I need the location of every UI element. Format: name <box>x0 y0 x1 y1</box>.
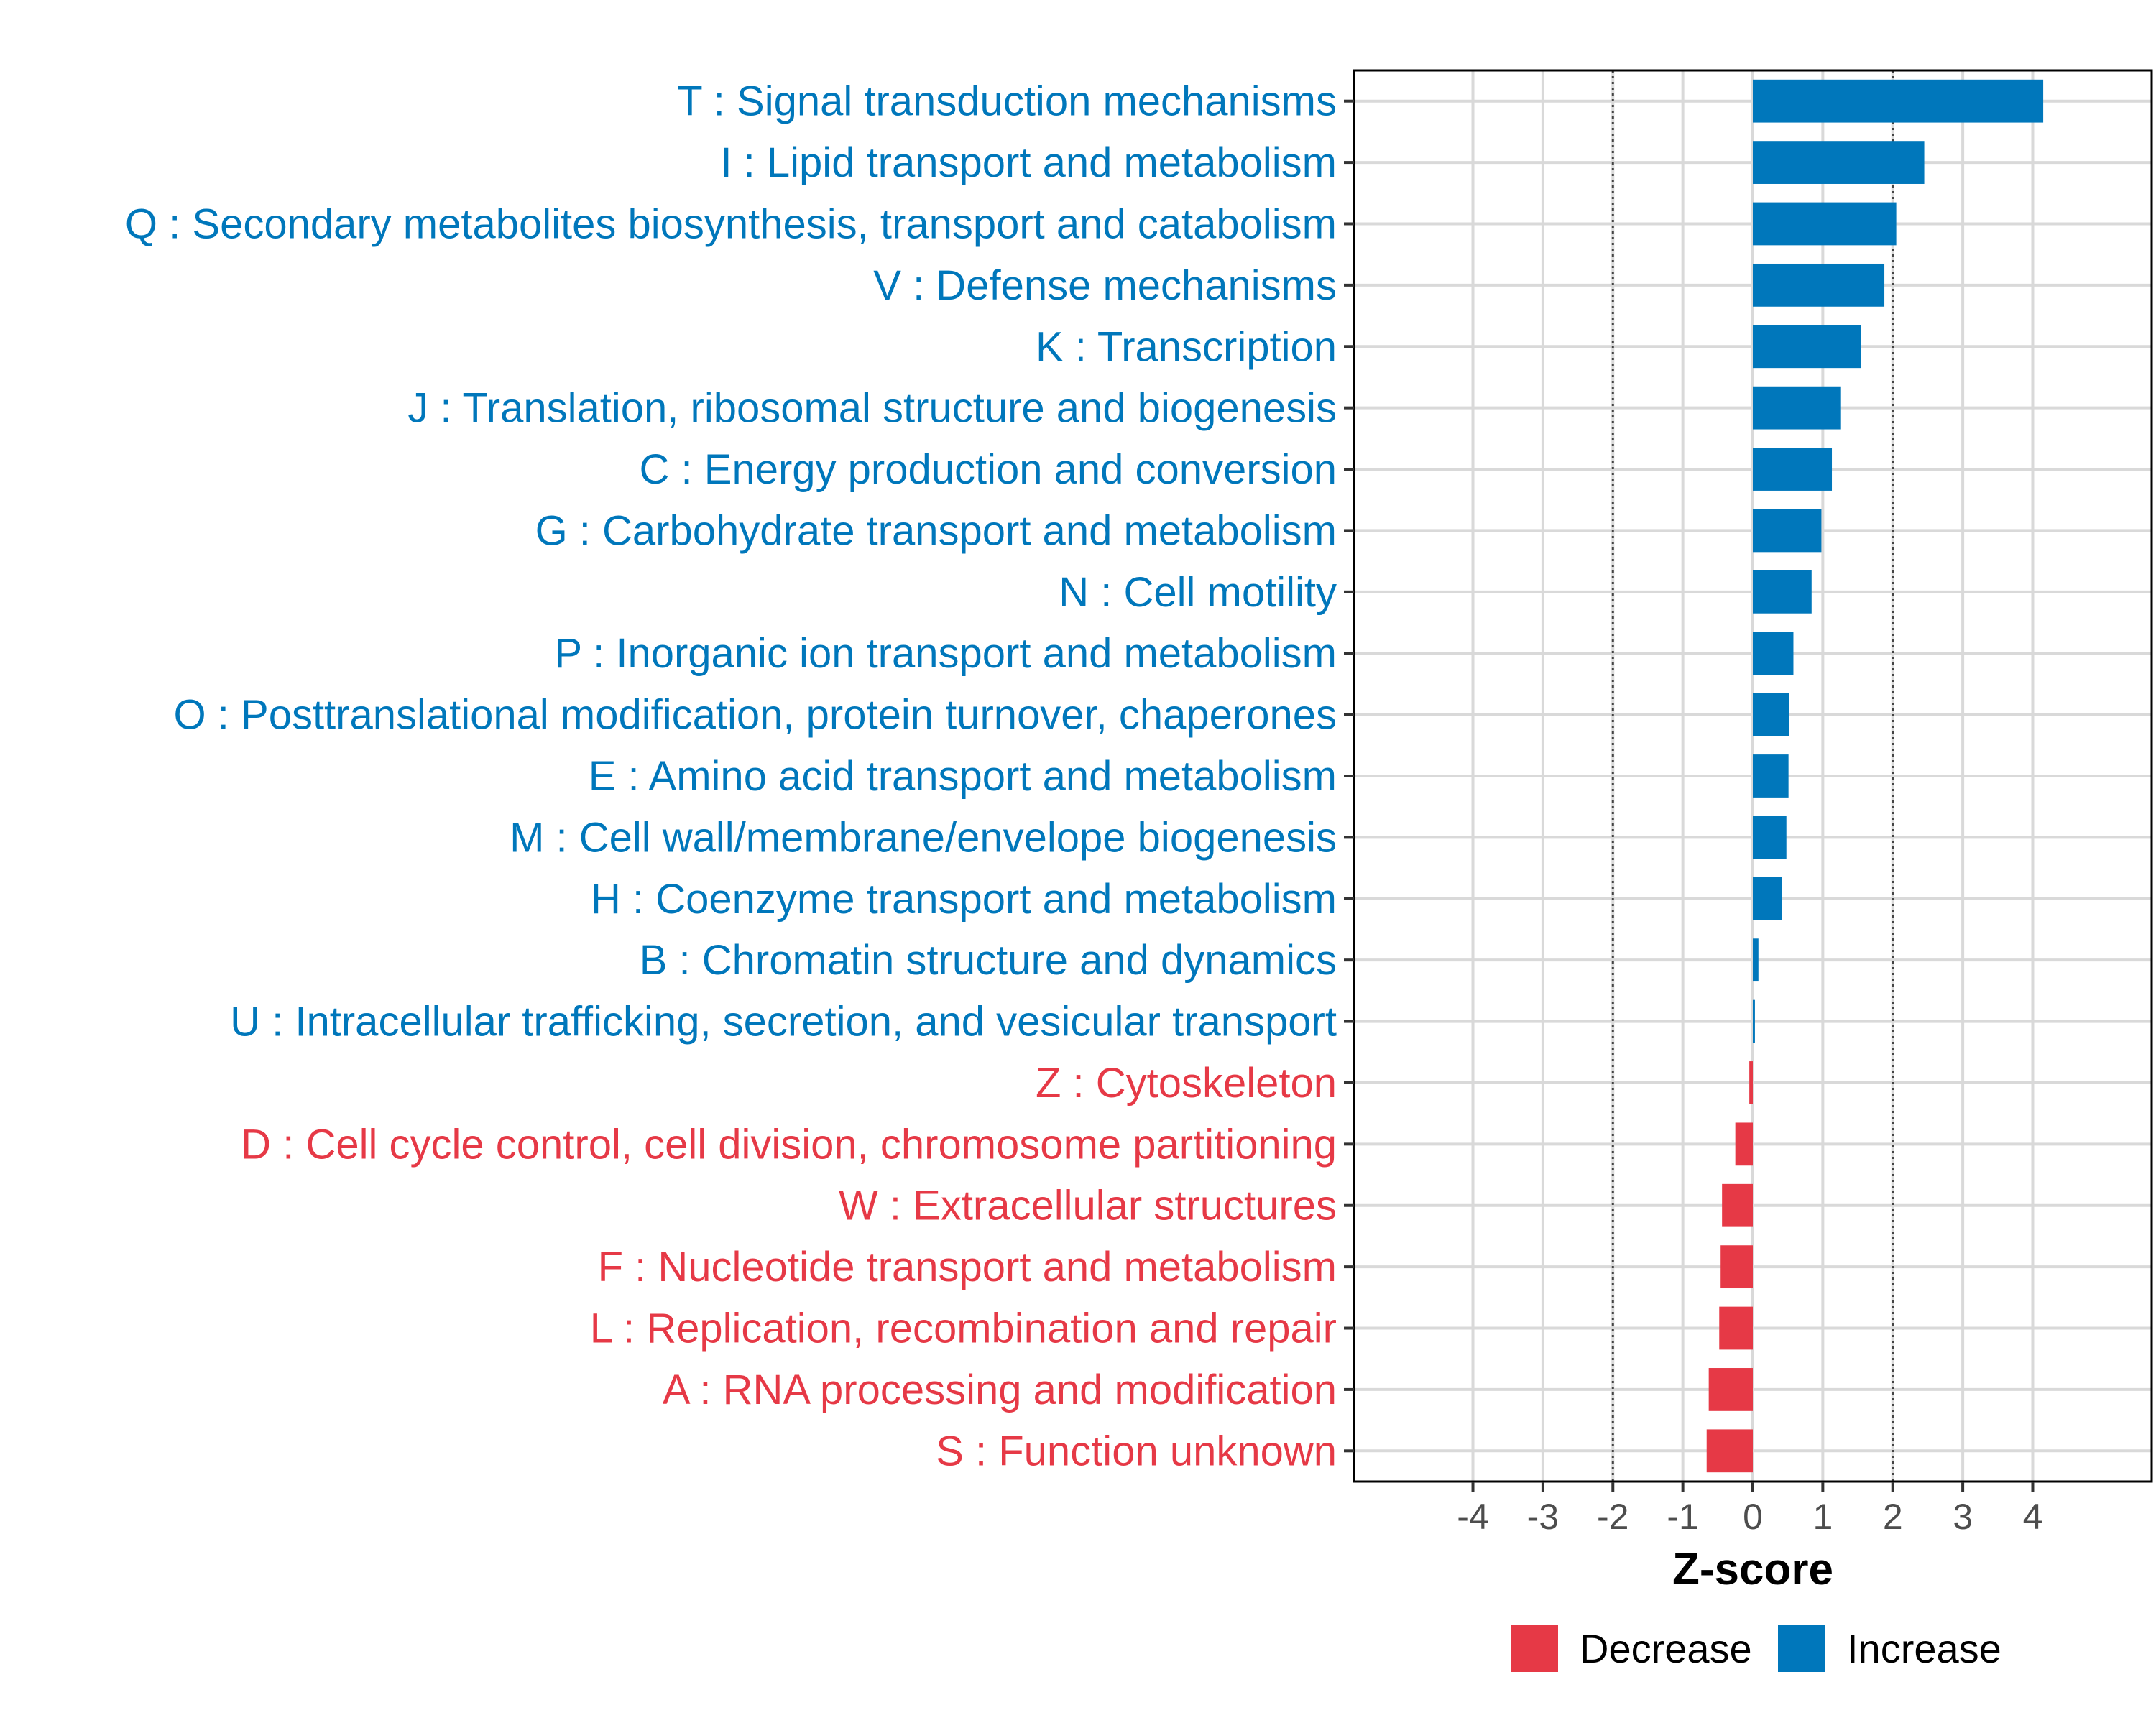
category-label: O : Posttranslational modification, prot… <box>174 692 1337 739</box>
category-label: A : RNA processing and modification <box>663 1367 1337 1413</box>
category-label: W : Extracellular structures <box>839 1183 1337 1229</box>
bar-z <box>1749 1061 1753 1104</box>
bar-n <box>1753 570 1812 614</box>
bar-g <box>1753 509 1822 553</box>
bar-k <box>1753 325 1861 369</box>
bar-s <box>1706 1429 1753 1473</box>
category-label: Q : Secondary metabolites biosynthesis, … <box>125 200 1337 247</box>
bar-m <box>1753 816 1787 859</box>
category-label: N : Cell motility <box>1059 569 1337 616</box>
category-label: S : Function unknown <box>936 1428 1337 1474</box>
bar-l <box>1719 1306 1753 1350</box>
legend-swatch-increase <box>1778 1625 1825 1672</box>
x-tick-label: -3 <box>1527 1497 1559 1537</box>
x-tick-label: 0 <box>1743 1497 1763 1537</box>
legend-label-decrease: Decrease <box>1580 1626 1752 1671</box>
x-tick-label: -4 <box>1457 1497 1488 1537</box>
bars <box>1706 79 2044 1473</box>
category-label: T : Signal transduction mechanisms <box>677 78 1337 125</box>
bar-v <box>1753 263 1885 307</box>
bar-j <box>1753 386 1841 430</box>
bar-f <box>1720 1245 1753 1289</box>
bar-b <box>1753 938 1759 982</box>
category-label: M : Cell wall/membrane/envelope biogenes… <box>510 814 1337 861</box>
category-label: F : Nucleotide transport and metabolism <box>598 1244 1337 1290</box>
category-label: U : Intracellular trafficking, secretion… <box>230 999 1337 1045</box>
x-tick-label: 3 <box>1953 1497 1973 1537</box>
x-tick-label: -1 <box>1667 1497 1698 1537</box>
x-tick-label: 4 <box>2023 1497 2043 1537</box>
category-label: D : Cell cycle control, cell division, c… <box>241 1121 1337 1168</box>
legend: Decrease Increase <box>1511 1625 2001 1672</box>
category-label: J : Translation, ribosomal structure and… <box>407 385 1337 432</box>
category-label: Z : Cytoskeleton <box>1036 1060 1337 1106</box>
category-label: L : Replication, recombination and repai… <box>590 1306 1337 1352</box>
legend-label-increase: Increase <box>1847 1626 2001 1671</box>
category-label: E : Amino acid transport and metabolism <box>589 753 1337 800</box>
x-tick-label: -2 <box>1597 1497 1628 1537</box>
bar-w <box>1722 1183 1753 1227</box>
bar-p <box>1753 632 1794 675</box>
bar-u <box>1753 999 1755 1043</box>
category-label: V : Defense mechanisms <box>873 262 1337 309</box>
bar-e <box>1753 754 1789 798</box>
bar-o <box>1753 693 1789 736</box>
category-label: B : Chromatin structure and dynamics <box>640 937 1337 984</box>
x-tick-label: 1 <box>1812 1497 1833 1537</box>
category-label: C : Energy production and conversion <box>640 446 1337 493</box>
category-label: I : Lipid transport and metabolism <box>720 139 1337 186</box>
x-tick-label: 2 <box>1883 1497 1903 1537</box>
bar-i <box>1753 141 1925 184</box>
bar-h <box>1753 877 1782 920</box>
y-axis: T : Signal transduction mechanisms I : Li… <box>125 78 1354 1474</box>
category-label: G : Carbohydrate transport and metabolis… <box>535 507 1337 554</box>
category-label: H : Coenzyme transport and metabolism <box>591 876 1337 923</box>
bar-c <box>1753 448 1833 491</box>
bar-a <box>1708 1368 1753 1411</box>
category-label: P : Inorganic ion transport and metaboli… <box>554 630 1337 677</box>
category-label: K : Transcription <box>1036 323 1337 370</box>
bar-q <box>1753 202 1897 246</box>
x-axis-title: Z-score <box>1672 1545 1833 1594</box>
x-axis: -4 -3 -2 -1 0 1 2 3 4 <box>1457 1482 2042 1537</box>
bar-t <box>1753 79 2044 123</box>
legend-swatch-decrease <box>1511 1625 1558 1672</box>
bar-d <box>1735 1122 1753 1166</box>
